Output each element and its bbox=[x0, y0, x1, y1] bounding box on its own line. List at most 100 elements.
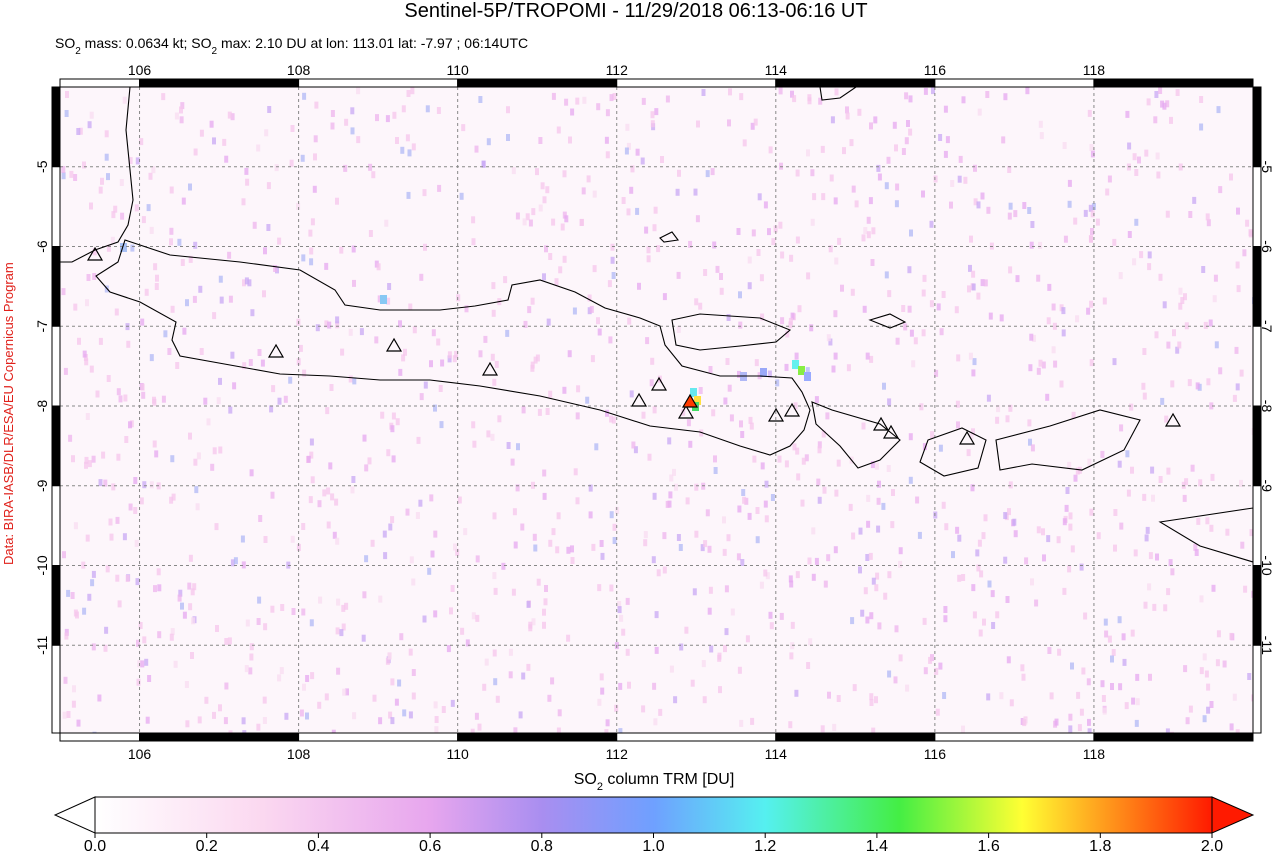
noise-pixel bbox=[1124, 702, 1129, 710]
noise-pixel bbox=[609, 584, 614, 592]
noise-pixel bbox=[795, 447, 800, 455]
noise-pixel bbox=[521, 672, 526, 680]
noise-pixel bbox=[624, 147, 629, 155]
noise-pixel bbox=[793, 402, 798, 410]
noise-pixel bbox=[416, 436, 421, 444]
noise-pixel bbox=[865, 554, 870, 561]
noise-pixel bbox=[106, 244, 111, 252]
noise-pixel bbox=[611, 416, 616, 424]
noise-pixel bbox=[501, 562, 506, 570]
noise-pixel bbox=[440, 359, 445, 367]
noise-pixel bbox=[1005, 415, 1010, 423]
noise-pixel bbox=[609, 94, 614, 102]
plume-pixel bbox=[380, 295, 387, 304]
noise-pixel bbox=[991, 622, 996, 629]
noise-pixel bbox=[1144, 149, 1149, 157]
noise-pixel bbox=[797, 305, 802, 313]
noise-pixel bbox=[530, 297, 535, 305]
noise-pixel bbox=[692, 588, 697, 596]
noise-pixel bbox=[999, 692, 1004, 700]
noise-pixel bbox=[1135, 673, 1140, 681]
noise-pixel bbox=[544, 245, 548, 253]
noise-pixel bbox=[836, 459, 841, 467]
noise-pixel bbox=[921, 289, 926, 297]
noise-pixel bbox=[806, 272, 811, 280]
noise-pixel bbox=[567, 350, 572, 358]
noise-pixel bbox=[744, 497, 749, 505]
noise-pixel bbox=[969, 235, 973, 243]
noise-pixel bbox=[763, 500, 768, 508]
noise-pixel bbox=[986, 394, 991, 402]
noise-pixel bbox=[873, 116, 878, 124]
noise-pixel bbox=[590, 355, 595, 363]
noise-pixel bbox=[218, 275, 223, 283]
noise-pixel bbox=[454, 350, 459, 358]
noise-pixel bbox=[640, 157, 645, 165]
noise-pixel bbox=[515, 212, 520, 220]
noise-pixel bbox=[1089, 144, 1094, 151]
noise-pixel bbox=[84, 461, 88, 469]
frame-bar bbox=[59, 732, 141, 742]
noise-pixel bbox=[408, 711, 413, 719]
frame-bar bbox=[51, 644, 61, 734]
noise-pixel bbox=[1102, 707, 1107, 715]
noise-pixel bbox=[230, 351, 235, 359]
noise-pixel bbox=[92, 273, 97, 280]
noise-pixel bbox=[868, 552, 873, 560]
noise-pixel bbox=[1062, 518, 1067, 526]
noise-pixel bbox=[619, 614, 624, 622]
noise-pixel bbox=[1249, 529, 1253, 537]
noise-pixel bbox=[149, 226, 154, 234]
noise-pixel bbox=[651, 556, 656, 564]
noise-pixel bbox=[1121, 633, 1126, 641]
noise-pixel bbox=[309, 451, 314, 459]
noise-pixel bbox=[795, 571, 800, 579]
noise-pixel bbox=[892, 121, 897, 129]
noise-pixel bbox=[326, 521, 331, 529]
noise-pixel bbox=[71, 455, 75, 463]
noise-pixel bbox=[1194, 549, 1199, 556]
frame-bar bbox=[457, 78, 618, 88]
noise-pixel bbox=[203, 397, 208, 405]
noise-pixel bbox=[887, 670, 892, 678]
noise-pixel bbox=[197, 716, 202, 724]
noise-pixel bbox=[789, 254, 794, 262]
noise-pixel bbox=[886, 465, 891, 472]
noise-pixel bbox=[573, 468, 578, 476]
noise-pixel bbox=[1003, 556, 1008, 564]
noise-pixel bbox=[1059, 380, 1064, 388]
noise-pixel bbox=[808, 638, 813, 646]
noise-pixel bbox=[644, 226, 649, 234]
noise-pixel bbox=[244, 277, 249, 285]
noise-pixel bbox=[244, 665, 249, 673]
noise-pixel bbox=[562, 255, 567, 263]
noise-pixel bbox=[492, 572, 497, 580]
noise-pixel bbox=[87, 460, 92, 468]
noise-pixel bbox=[1052, 322, 1057, 330]
noise-pixel bbox=[551, 92, 556, 100]
noise-pixel bbox=[523, 320, 528, 328]
noise-pixel bbox=[685, 497, 690, 505]
colorbar-label-part: 2 bbox=[597, 781, 603, 793]
noise-pixel bbox=[387, 283, 392, 290]
noise-pixel bbox=[971, 428, 975, 436]
frame-bars bbox=[51, 78, 1262, 742]
noise-pixel bbox=[345, 688, 349, 696]
noise-pixel bbox=[411, 692, 416, 700]
noise-pixel bbox=[516, 443, 520, 451]
noise-pixel bbox=[931, 87, 935, 95]
noise-pixel bbox=[153, 263, 158, 271]
noise-pixel bbox=[199, 348, 204, 355]
noise-pixel bbox=[540, 182, 545, 190]
frame-bar bbox=[139, 732, 300, 742]
noise-pixel bbox=[550, 677, 555, 685]
noise-pixel bbox=[535, 168, 539, 176]
frame-bar bbox=[616, 78, 777, 88]
noise-pixel bbox=[907, 266, 912, 274]
noise-pixel bbox=[364, 555, 369, 563]
noise-pixel bbox=[950, 180, 955, 187]
noise-pixel bbox=[242, 279, 246, 287]
noise-pixel bbox=[871, 577, 876, 585]
noise-pixel bbox=[76, 128, 81, 135]
plume-pixel bbox=[792, 360, 799, 369]
